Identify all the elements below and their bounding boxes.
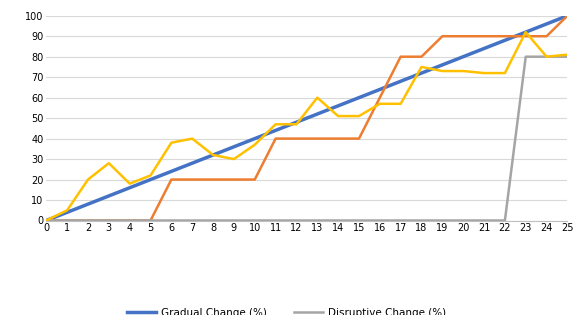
Legend: Gradual Change (%), Stepwise Change (%), Disruptive Change (%), Real Multifactor: Gradual Change (%), Stepwise Change (%),… [123, 304, 491, 315]
